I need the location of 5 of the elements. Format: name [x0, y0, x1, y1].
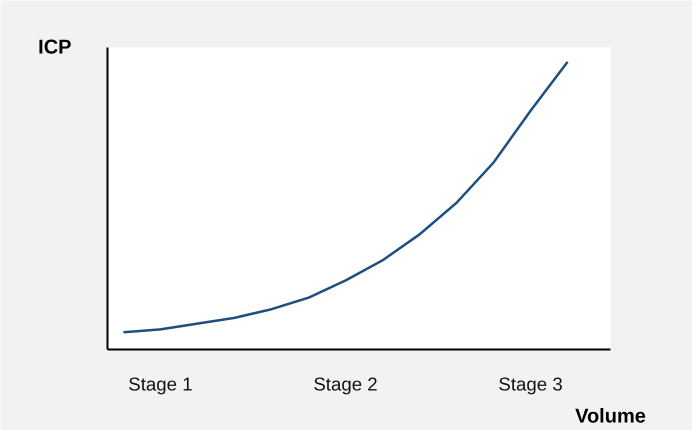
x-axis-title: Volume	[575, 406, 646, 428]
x-tick-label: Stage 1	[128, 374, 193, 394]
x-tick-label: Stage 3	[498, 374, 563, 394]
x-tick-label: Stage 2	[313, 374, 378, 394]
y-axis-title: ICP	[38, 36, 72, 58]
